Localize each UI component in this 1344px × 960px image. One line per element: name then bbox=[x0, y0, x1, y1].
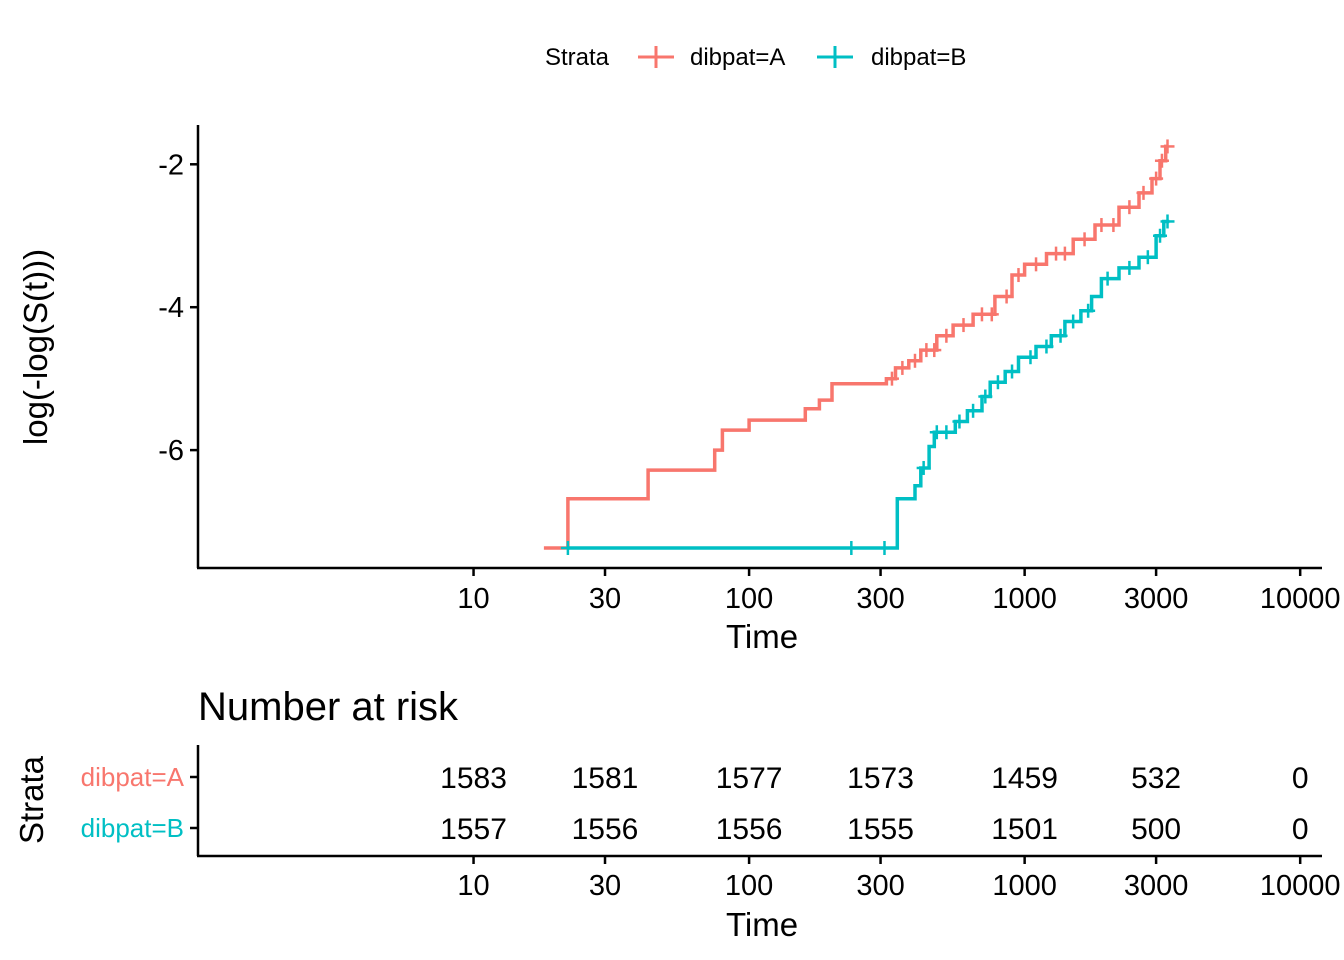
x-tick-label: 3000 bbox=[1124, 583, 1189, 615]
censor-mark-dibpat-a bbox=[884, 371, 899, 386]
risk-value-cell: 1459 bbox=[991, 762, 1058, 795]
risk-value-cell: 1555 bbox=[847, 813, 914, 846]
risk-value-cell: 1557 bbox=[440, 813, 507, 846]
censor-mark-dibpat-a bbox=[1122, 200, 1137, 215]
censor-mark-dibpat-b bbox=[978, 389, 993, 404]
legend-title: Strata bbox=[545, 44, 610, 71]
x-ticks: 10 30 100 300 1000 3000 10000 bbox=[457, 568, 1341, 615]
censor-mark-dibpat-b bbox=[1023, 350, 1038, 365]
risk-x-tick-label: 100 bbox=[725, 870, 773, 902]
censor-mark-dibpat-b bbox=[990, 375, 1005, 390]
censor-mark-dibpat-a bbox=[1029, 257, 1044, 272]
censor-mark-dibpat-a bbox=[1094, 218, 1109, 233]
censor-mark-dibpat-a bbox=[927, 343, 942, 358]
risk-rows: dibpat=A 1583 1581 1577 1573 1459 532 0 dibpat=B… bbox=[81, 762, 1309, 846]
censor-mark-dibpat-a bbox=[1106, 218, 1121, 233]
x-tick-label: 10 bbox=[457, 583, 489, 615]
risk-table-title: Number at risk bbox=[198, 685, 459, 729]
censor-mark-dibpat-a bbox=[907, 353, 922, 368]
censor-mark-dibpat-a bbox=[1154, 153, 1169, 168]
y-tick-label: -4 bbox=[158, 292, 184, 324]
risk-x-ticks: 10 30 100 300 1000 3000 10000 bbox=[457, 856, 1341, 902]
risk-table: Number at risk dibpat=A 1583 1581 1577 1573 1… bbox=[13, 685, 1341, 943]
y-tick-label: -6 bbox=[158, 435, 184, 467]
risk-x-tick-label: 10000 bbox=[1260, 870, 1341, 902]
censor-mark-dibpat-a bbox=[956, 318, 971, 333]
risk-value-cell: 0 bbox=[1292, 813, 1309, 846]
censor-mark-dibpat-b bbox=[844, 540, 859, 555]
risk-y-axis-title: Strata bbox=[13, 755, 50, 844]
censor-mark-dibpat-a bbox=[1011, 268, 1026, 283]
risk-value-cell: 1581 bbox=[572, 762, 639, 795]
risk-value-cell: 1583 bbox=[440, 762, 507, 795]
x-tick-label: 10000 bbox=[1260, 583, 1341, 615]
censor-mark-dibpat-b bbox=[1005, 364, 1020, 379]
censor-mark-dibpat-b bbox=[1100, 271, 1115, 286]
y-tick-label: -2 bbox=[158, 149, 184, 181]
risk-value-cell: 532 bbox=[1131, 762, 1181, 795]
censor-mark-dibpat-a bbox=[999, 289, 1014, 304]
risk-value-cell: 1501 bbox=[991, 813, 1058, 846]
censor-mark-dibpat-b bbox=[877, 540, 892, 555]
risk-x-tick-label: 1000 bbox=[992, 870, 1057, 902]
x-tick-label: 300 bbox=[856, 583, 904, 615]
censor-mark-dibpat-b bbox=[1053, 328, 1068, 343]
censor-mark-dibpat-b bbox=[1160, 214, 1175, 229]
series-layer bbox=[543, 139, 1175, 555]
legend: Strata dibpat=A dibpat=B bbox=[545, 44, 966, 71]
censor-mark-dibpat-b bbox=[1039, 339, 1054, 354]
y-axis-title: log(-log(S(t))) bbox=[17, 249, 54, 445]
censor-mark-dibpat-a bbox=[1149, 171, 1164, 186]
censor-mark-dibpat-a bbox=[1077, 232, 1092, 247]
censor-mark-dibpat-a bbox=[939, 328, 954, 343]
risk-x-tick-label: 30 bbox=[589, 870, 621, 902]
censor-mark-dibpat-b bbox=[939, 425, 954, 440]
censor-mark-dibpat-a bbox=[895, 360, 910, 375]
x-axis-title: Time bbox=[726, 618, 798, 655]
risk-value-cell: 0 bbox=[1292, 762, 1309, 795]
risk-x-tick-label: 300 bbox=[856, 870, 904, 902]
censor-mark-dibpat-b bbox=[1140, 250, 1155, 265]
risk-x-tick-label: 3000 bbox=[1124, 870, 1189, 902]
censor-mark-dibpat-b bbox=[1066, 314, 1081, 329]
risk-row-label: dibpat=B bbox=[81, 813, 184, 843]
risk-x-axis-title: Time bbox=[726, 906, 798, 943]
censor-mark-dibpat-a bbox=[1136, 185, 1151, 200]
legend-key-dibpat-b bbox=[817, 46, 853, 68]
censor-mark-dibpat-a bbox=[1057, 246, 1072, 261]
censor-mark-dibpat-b bbox=[560, 540, 575, 555]
censor-mark-dibpat-b bbox=[966, 403, 981, 418]
censor-mark-dibpat-b bbox=[1081, 303, 1096, 318]
risk-value-cell: 1556 bbox=[572, 813, 639, 846]
censor-mark-dibpat-a bbox=[984, 307, 999, 322]
risk-value-cell: 1577 bbox=[716, 762, 783, 795]
main-plot: -2 -4 -6 10 30 100 300 1000 3000 10000 Time log(… bbox=[17, 125, 1341, 655]
x-tick-label: 1000 bbox=[992, 583, 1057, 615]
series-line-dibpat-b bbox=[567, 219, 1170, 550]
censor-mark-dibpat-a bbox=[1160, 139, 1175, 154]
risk-value-cell: 1573 bbox=[847, 762, 914, 795]
censor-mark-dibpat-b bbox=[1153, 228, 1168, 243]
series-line-dibpat-a bbox=[543, 144, 1168, 550]
legend-key-dibpat-a bbox=[638, 46, 674, 68]
x-tick-label: 100 bbox=[725, 583, 773, 615]
risk-x-tick-label: 10 bbox=[457, 870, 489, 902]
censor-mark-dibpat-b bbox=[1122, 260, 1137, 275]
legend-label-dibpat-a: dibpat=A bbox=[690, 44, 785, 71]
risk-row-label: dibpat=A bbox=[81, 762, 185, 792]
y-ticks: -2 -4 -6 bbox=[158, 149, 198, 467]
censor-mark-dibpat-b bbox=[916, 460, 931, 475]
censor-mark-dibpat-b bbox=[952, 414, 967, 429]
legend-label-dibpat-b: dibpat=B bbox=[871, 44, 966, 71]
risk-value-cell: 500 bbox=[1131, 813, 1181, 846]
x-tick-label: 30 bbox=[589, 583, 621, 615]
risk-value-cell: 1556 bbox=[716, 813, 783, 846]
